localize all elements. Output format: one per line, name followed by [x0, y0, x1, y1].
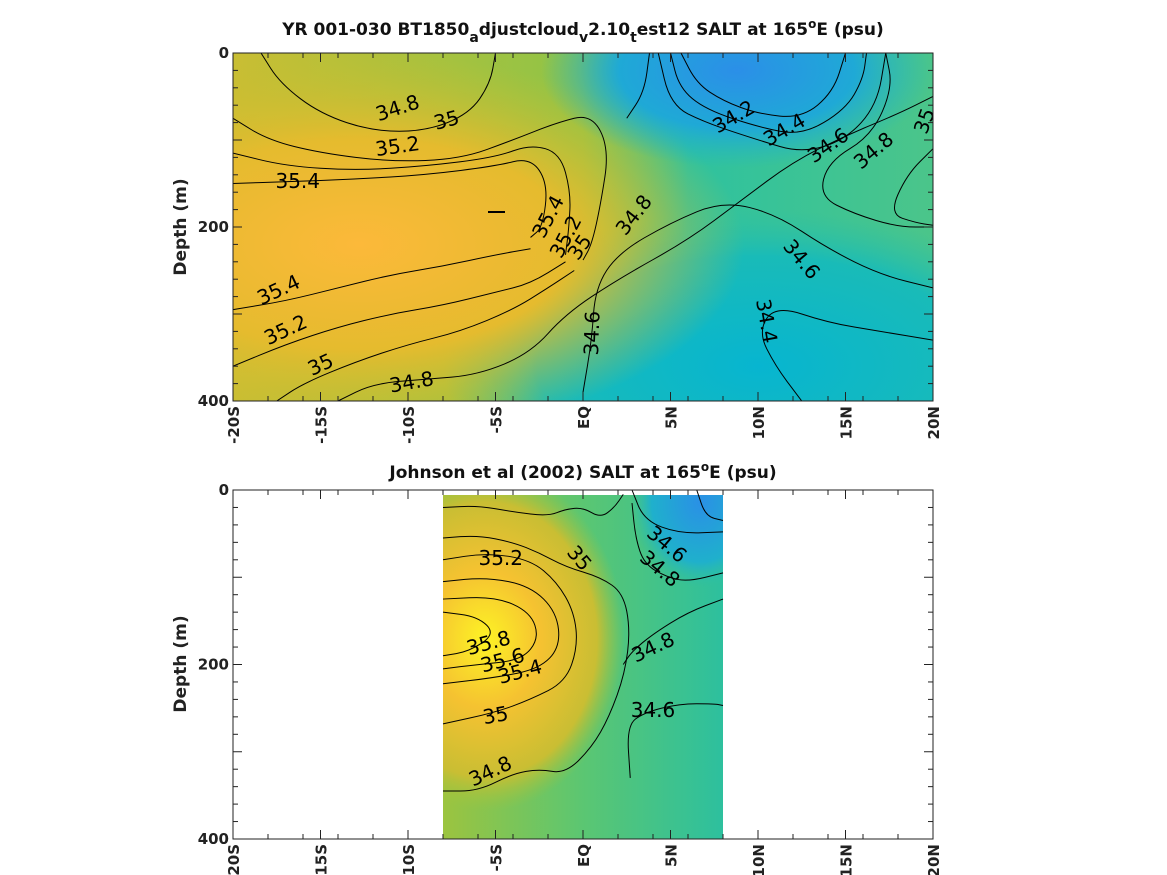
contour-line-34.4: [761, 310, 933, 401]
bottom-panel: Johnson et al (2002) SALT at 165oE (psu)…: [171, 460, 943, 875]
title-part: o: [808, 17, 816, 31]
top-panel-colorfield: [233, 53, 933, 401]
contour-label: 35.4: [275, 169, 320, 193]
top-panel: YR 001-030 BT1850adjustcloudv2.10test12 …: [171, 17, 943, 444]
contour-line-35.4: [442, 578, 560, 685]
contour-line-34.6: [582, 204, 933, 393]
contour-line-34.6: [657, 53, 887, 151]
contour-line-34.4: [696, 490, 724, 522]
contour-line-35.2: [442, 554, 577, 725]
x-tick-label: 10N: [750, 844, 768, 875]
contour-line-35.4: [233, 160, 547, 238]
bottom-panel-title: Johnson et al (2002) SALT at 165oE (psu): [388, 460, 776, 483]
x-tick-label: -10S: [400, 844, 418, 875]
contour-line-34.4: [670, 53, 867, 133]
x-tick-label: -15S: [313, 844, 331, 875]
contour-line-34.8: [622, 598, 724, 665]
title-part: est12 SALT at 165: [637, 20, 808, 40]
y-tick-label: 200: [198, 656, 229, 674]
contour-line-35.6: [442, 597, 537, 670]
contour-line-34.8: [631, 503, 724, 581]
contour-line-35: [276, 270, 575, 401]
contour-line-35: [233, 116, 607, 261]
contour-label: 34.6: [631, 698, 676, 722]
title-part: djustcloud: [479, 20, 579, 40]
bottom-panel-ticks: -20S -15S -10S -5S EQ 5N 10N 15N 20N 0 200 400: [198, 481, 943, 875]
y-tick-label: 400: [198, 392, 229, 410]
contour-label: 35.2: [478, 546, 523, 570]
contour-line-35.2: [233, 261, 566, 367]
y-tick-label: 0: [219, 44, 229, 62]
x-tick-label: 10N: [750, 406, 768, 439]
bottom-panel-colorfield: [443, 495, 723, 839]
top-panel-ylabel: Depth (m): [171, 178, 191, 275]
x-tick-label: -10S: [400, 406, 418, 444]
contour-line-34.2: [680, 53, 846, 117]
contour-line-35.2: [233, 146, 571, 255]
x-tick-label: -20S: [225, 844, 243, 875]
x-tick-label: -5S: [488, 406, 506, 433]
contour-line-35.8: [442, 611, 491, 657]
contour-line-34.6: [631, 490, 724, 534]
title-part: v: [579, 30, 588, 46]
contour-line-34.8: [442, 494, 624, 516]
title-part: t: [630, 30, 637, 46]
x-tick-label: -15S: [313, 406, 331, 444]
top-panel-title: YR 001-030 BT1850adjustcloudv2.10test12 …: [281, 17, 884, 46]
bottom-panel-contour-labels: 35.2 35 34.634.834.835.835.635.435 34.634.8: [464, 521, 692, 792]
top-panel-contours: [233, 53, 933, 401]
contour-label: 35: [481, 701, 510, 729]
title-part: 2.10: [588, 20, 630, 40]
title-part: YR 001-030 BT1850: [281, 20, 469, 40]
contour-line-34.6: [627, 703, 724, 778]
x-tick-label: 5N: [663, 406, 681, 429]
x-tick-label: 15N: [838, 844, 856, 875]
x-tick-label: EQ: [575, 406, 593, 429]
contour-line-34.6: [626, 53, 650, 119]
contour-line-34.8: [260, 53, 496, 132]
contour-label: 34.6: [579, 310, 605, 355]
y-tick-label: 400: [198, 830, 229, 848]
title-part: E (psu): [816, 20, 883, 40]
bottom-panel-ylabel: Depth (m): [171, 615, 191, 712]
x-tick-label: 15N: [838, 406, 856, 439]
x-tick-label: -20S: [225, 406, 243, 444]
contour-line-35.4: [233, 248, 531, 311]
title-part: o: [701, 460, 709, 474]
x-tick-label: -5S: [488, 844, 506, 871]
y-tick-label: 200: [198, 218, 229, 236]
title-part: E (psu): [709, 463, 776, 483]
contour-line-35: [442, 535, 630, 792]
contour-line-34.8: [822, 53, 933, 228]
x-tick-label: 5N: [663, 844, 681, 867]
x-tick-label: 20N: [925, 406, 943, 439]
x-tick-label: 20N: [925, 844, 943, 875]
y-tick-label: 0: [219, 481, 229, 499]
title-part: Johnson et al (2002) SALT at 165: [388, 463, 701, 483]
contour-line-35: [894, 148, 933, 226]
title-part: a: [469, 30, 478, 46]
top-panel-ticks: -20S -15S -10S -5S EQ 5N 10N 15N 20N 0 200 400: [198, 44, 943, 444]
bottom-panel-contours: [442, 490, 724, 792]
x-tick-label: EQ: [575, 844, 593, 867]
